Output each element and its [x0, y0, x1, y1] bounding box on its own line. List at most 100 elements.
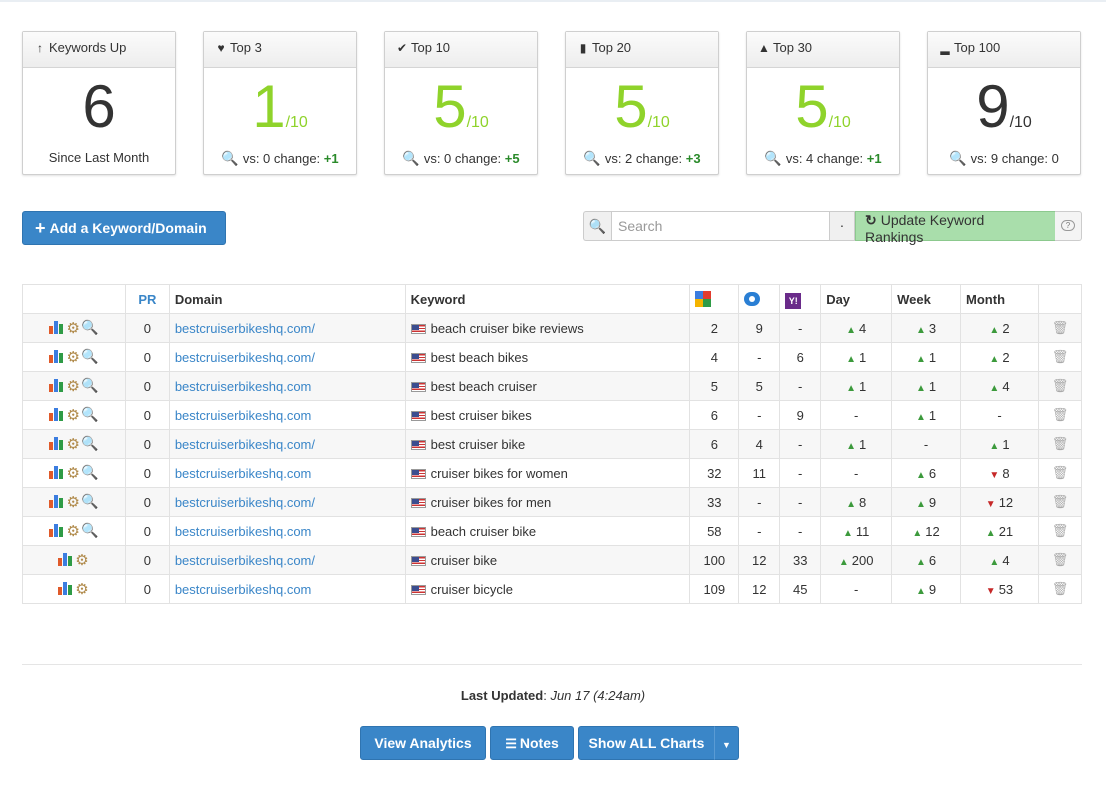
search-icon[interactable]: 🔍 — [80, 406, 99, 422]
help-icon[interactable]: ? — [1055, 211, 1082, 241]
row-actions: ⚙🔍 — [22, 313, 126, 343]
signal-icon: ▂ — [940, 41, 950, 55]
gear-icon[interactable]: ⚙ — [66, 436, 80, 453]
table-row: ⚙🔍 0 bestcruiserbikeshq.com best beach crui… — [22, 371, 1083, 401]
domain-link[interactable]: bestcruiserbikeshq.com — [168, 516, 406, 546]
card-title: Top 100 — [954, 40, 1001, 55]
gear-icon[interactable]: ⚙ — [75, 581, 89, 598]
gear-icon[interactable]: ⚙ — [66, 523, 80, 540]
trash-icon[interactable]: 🗑 — [1037, 574, 1083, 604]
search-icon[interactable]: 🔍 — [80, 319, 99, 335]
gear-icon[interactable]: ⚙ — [66, 378, 80, 395]
pr-header[interactable]: PR — [124, 284, 170, 314]
arrow-up-icon: ▲ — [846, 353, 856, 365]
yahoo-header[interactable]: Y! — [779, 284, 822, 314]
add-keyword-button[interactable]: + Add a Keyword/Domain — [22, 211, 226, 245]
domain-link[interactable]: bestcruiserbikeshq.com/ — [168, 487, 406, 517]
google-rank: 58 — [689, 516, 740, 546]
chart-icon[interactable] — [58, 552, 74, 566]
chart-icon[interactable] — [49, 494, 65, 508]
keyword-header[interactable]: Keyword — [404, 284, 691, 314]
month-change: ▲ 1 — [960, 429, 1039, 459]
arrow-up-icon: ▲ — [916, 324, 926, 336]
view-analytics-button[interactable]: View Analytics — [360, 726, 486, 760]
trash-icon[interactable]: 🗑 — [1037, 400, 1083, 430]
chart-icon[interactable] — [49, 523, 65, 537]
card-title: Keywords Up — [49, 40, 127, 55]
day-header[interactable]: Day — [820, 284, 893, 314]
keyword-text: cruiser bikes for women — [430, 465, 568, 481]
search-icon[interactable]: 🔍 — [80, 522, 99, 538]
table-header-row: PR Domain Keyword Y! Day Week Month — [22, 284, 1083, 314]
update-rankings-button[interactable]: ↻ Update Keyword Rankings — [855, 211, 1056, 245]
search-options-toggle[interactable]: · — [829, 211, 855, 241]
domain-link[interactable]: bestcruiserbikeshq.com/ — [168, 342, 406, 372]
bing-header[interactable] — [738, 284, 781, 314]
show-all-charts-button[interactable]: Show ALL Charts — [578, 726, 715, 760]
search-icon[interactable]: 🔍 — [80, 464, 99, 480]
google-rank: 5 — [689, 371, 740, 401]
last-updated-value: Jun 17 (4:24am) — [550, 688, 646, 703]
trash-icon[interactable]: 🗑 — [1037, 313, 1083, 343]
month-change: ▲ 2 — [960, 313, 1039, 343]
chart-icon[interactable] — [58, 581, 74, 595]
trash-icon[interactable]: 🗑 — [1037, 545, 1083, 575]
week-change: ▲ 12 — [891, 516, 962, 546]
arrow-up-icon: ▲ — [916, 498, 926, 510]
gear-icon[interactable]: ⚙ — [66, 320, 80, 337]
us-flag-icon — [410, 323, 426, 334]
card-value: 5/10 — [385, 74, 537, 140]
arrow-up-icon: ▲ — [989, 324, 1000, 336]
gear-icon[interactable]: ⚙ — [66, 349, 80, 366]
google-rank: 109 — [689, 574, 740, 604]
trash-icon[interactable]: 🗑 — [1037, 516, 1083, 546]
domain-link[interactable]: bestcruiserbikeshq.com — [168, 400, 406, 430]
google-header[interactable] — [689, 284, 740, 314]
bookmark-icon: ▮ — [579, 41, 587, 55]
pr-cell: 0 — [124, 313, 170, 343]
trash-icon[interactable]: 🗑 — [1037, 342, 1083, 372]
table-row: ⚙🔍 0 bestcruiserbikeshq.com cruiser bikes f… — [22, 458, 1083, 488]
gear-icon[interactable]: ⚙ — [66, 465, 80, 482]
chart-icon[interactable] — [49, 407, 65, 421]
domain-link[interactable]: bestcruiserbikeshq.com — [168, 574, 406, 604]
search-icon[interactable]: 🔍 — [80, 377, 99, 393]
table-row: ⚙ 0 bestcruiserbikeshq.com cruiser bicycle 1… — [22, 574, 1083, 604]
domain-link[interactable]: bestcruiserbikeshq.com/ — [168, 429, 406, 459]
trash-icon[interactable]: 🗑 — [1037, 429, 1083, 459]
bing-rank: - — [738, 342, 781, 372]
chart-icon[interactable] — [49, 465, 65, 479]
search-icon[interactable]: 🔍 — [80, 348, 99, 364]
arrow-up-icon: ▲ — [916, 556, 926, 568]
search-icon[interactable]: 🔍 — [80, 493, 99, 509]
notes-button[interactable]: ☰ Notes — [490, 726, 574, 760]
trash-icon[interactable]: 🗑 — [1037, 371, 1083, 401]
week-change: ▲ 9 — [891, 487, 962, 517]
search-icon[interactable]: 🔍 — [80, 435, 99, 451]
domain-link[interactable]: bestcruiserbikeshq.com/ — [168, 313, 406, 343]
domain-header[interactable]: Domain — [168, 284, 406, 314]
charts-dropdown-toggle[interactable]: ▼ — [714, 726, 739, 760]
keyword-cell: beach cruiser bike reviews — [404, 313, 691, 343]
day-change-value: - — [853, 465, 859, 481]
gear-icon[interactable]: ⚙ — [75, 552, 89, 569]
gear-icon[interactable]: ⚙ — [66, 407, 80, 424]
chart-icon[interactable] — [49, 320, 65, 334]
keyword-text: cruiser bike — [430, 552, 498, 568]
domain-link[interactable]: bestcruiserbikeshq.com — [168, 458, 406, 488]
arrow-up-icon: ▲ — [985, 527, 996, 539]
chart-icon[interactable] — [49, 436, 65, 450]
month-change: ▲ 4 — [960, 545, 1039, 575]
trash-icon[interactable]: 🗑 — [1037, 487, 1083, 517]
trash-icon[interactable]: 🗑 — [1037, 458, 1083, 488]
domain-link[interactable]: bestcruiserbikeshq.com — [168, 371, 406, 401]
week-header[interactable]: Week — [891, 284, 962, 314]
search-input[interactable] — [611, 211, 830, 241]
month-header[interactable]: Month — [960, 284, 1039, 314]
domain-link[interactable]: bestcruiserbikeshq.com/ — [168, 545, 406, 575]
gear-icon[interactable]: ⚙ — [66, 494, 80, 511]
card-footer: 🔍 vs: 2 change: +3 — [566, 150, 718, 167]
chart-icon[interactable] — [49, 378, 65, 392]
chart-icon[interactable] — [49, 349, 65, 363]
month-change: - — [960, 400, 1039, 430]
